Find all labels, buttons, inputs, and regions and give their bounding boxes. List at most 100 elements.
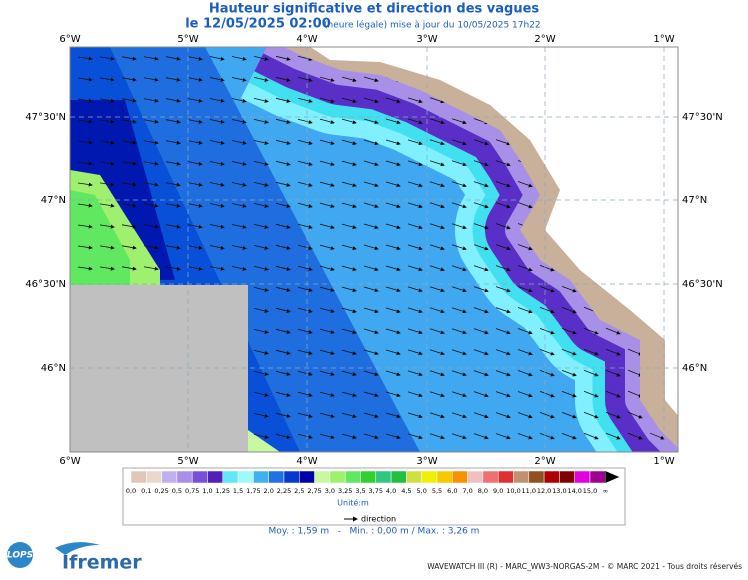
direction-arrow xyxy=(297,286,313,292)
direction-arrow xyxy=(429,370,445,377)
direction-arrow xyxy=(275,118,291,124)
direction-arrow xyxy=(605,369,621,377)
direction-arrow xyxy=(209,224,225,229)
direction-arrow xyxy=(297,55,313,61)
lon-label: 3°W xyxy=(416,34,437,45)
direction-arrow xyxy=(209,182,225,187)
direction-arrow xyxy=(517,433,533,440)
swatch xyxy=(191,470,208,484)
direction-arrow xyxy=(77,245,93,250)
direction-arrow xyxy=(341,223,357,229)
direction-arrow xyxy=(253,181,269,187)
lon-label: 1°W xyxy=(653,34,674,45)
direction-arrow xyxy=(99,203,115,208)
direction-arrow xyxy=(517,412,533,419)
direction-arrow xyxy=(341,370,357,376)
lon-label: 4°W xyxy=(296,456,317,467)
swatch xyxy=(283,470,300,484)
direction-arrow xyxy=(231,56,247,61)
direction-arrow xyxy=(99,77,115,82)
direction-arrow xyxy=(231,161,247,166)
direction-arrow xyxy=(297,433,313,439)
direction-arrow xyxy=(297,160,313,166)
direction-arrow xyxy=(627,390,643,398)
unit: Unité:m xyxy=(337,498,369,508)
direction-arrow xyxy=(363,223,379,230)
direction-arrow xyxy=(363,391,379,398)
scale-label: 2,5 xyxy=(294,487,304,495)
direction-arrow xyxy=(407,118,423,125)
direction-arrow xyxy=(495,328,511,335)
swatch xyxy=(390,470,407,484)
direction-arrow xyxy=(187,203,203,208)
direction-arrow xyxy=(363,370,379,377)
direction-arrow xyxy=(231,203,247,208)
direction-arrow xyxy=(495,370,511,377)
lat-label: 46°N xyxy=(41,363,66,374)
direction-arrow xyxy=(473,139,489,146)
direction-arrow xyxy=(473,370,489,377)
direction-arrow xyxy=(187,266,203,271)
direction-arrow xyxy=(297,76,313,82)
direction-arrow xyxy=(77,224,93,229)
direction-arrow xyxy=(363,307,379,314)
direction-arrow xyxy=(385,139,401,146)
direction-arrow xyxy=(297,244,313,250)
direction-arrow xyxy=(253,286,269,292)
direction-arrow xyxy=(341,139,357,145)
direction-arrow xyxy=(363,160,379,167)
direction-arrow xyxy=(561,411,577,419)
direction-arrow xyxy=(385,370,401,377)
direction-arrow xyxy=(143,119,159,124)
direction-arrow xyxy=(385,391,401,398)
direction-arrow xyxy=(429,349,445,356)
direction-arrow xyxy=(319,391,335,397)
lon-label: 5°W xyxy=(177,34,198,45)
direction-arrow xyxy=(99,98,115,103)
direction-arrow xyxy=(605,390,621,398)
direction-arrow xyxy=(319,433,335,439)
direction-arrow xyxy=(341,76,357,82)
direction-arrow xyxy=(319,349,335,355)
direction-arrow xyxy=(473,391,489,398)
swatch xyxy=(528,470,545,484)
direction-arrow xyxy=(209,140,225,145)
scale-label: 0,0 xyxy=(126,487,136,495)
direction-arrow xyxy=(473,223,489,230)
direction-arrow xyxy=(231,245,247,250)
direction-arrow xyxy=(385,265,401,272)
direction-arrow xyxy=(319,244,335,250)
direction-arrow xyxy=(473,328,489,335)
direction-arrow xyxy=(341,118,357,124)
direction-arrow xyxy=(495,223,511,230)
direction-arrow xyxy=(165,224,181,229)
direction-arrow xyxy=(99,119,115,124)
direction-arrow xyxy=(187,224,203,229)
scale-label: 2,25 xyxy=(277,487,291,495)
direction-arrow xyxy=(451,223,467,230)
direction-arrow xyxy=(341,349,357,355)
direction-arrow xyxy=(121,245,137,250)
scale-label: ∞ xyxy=(603,487,608,495)
direction-arrow xyxy=(429,118,445,125)
direction-arrow xyxy=(165,140,181,145)
direction-arrow xyxy=(99,56,115,61)
direction-arrow xyxy=(451,391,467,398)
swatch xyxy=(161,470,178,484)
direction-arrow xyxy=(429,412,445,419)
direction-arrow xyxy=(275,244,291,250)
direction-arrow xyxy=(209,203,225,208)
direction-arrow xyxy=(429,433,445,440)
direction-arrow xyxy=(363,349,379,356)
direction-arrow xyxy=(451,286,467,293)
direction-arrow xyxy=(253,76,269,82)
direction-arrow xyxy=(473,286,489,293)
direction-arrow xyxy=(363,412,379,419)
direction-arrow xyxy=(319,412,335,418)
direction-arrow xyxy=(539,349,555,356)
direction-arrow xyxy=(539,307,555,314)
direction-arrow xyxy=(253,202,269,208)
direction-arrow xyxy=(517,202,533,209)
direction-arrow xyxy=(275,139,291,145)
direction-arrow xyxy=(99,245,115,250)
